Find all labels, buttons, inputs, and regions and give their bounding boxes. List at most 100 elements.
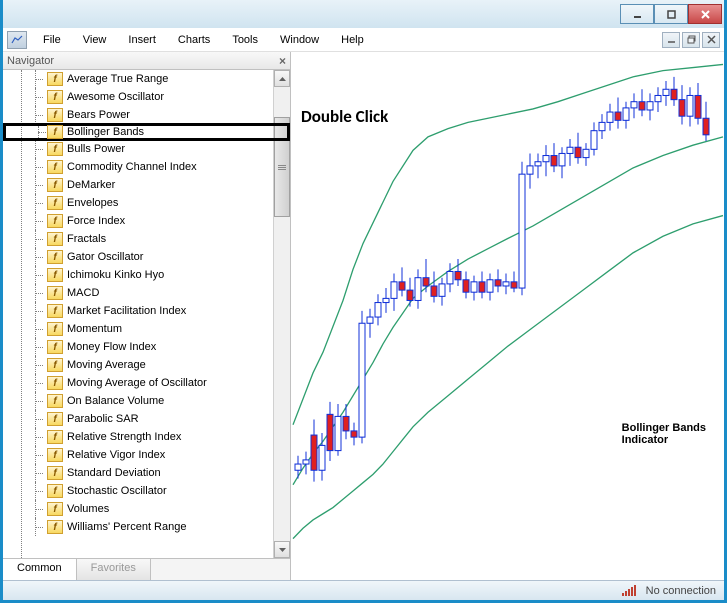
indicator-item[interactable]: fMoving Average bbox=[3, 356, 290, 374]
indicator-item[interactable]: fBollinger Bands bbox=[3, 123, 290, 141]
indicator-item[interactable]: f MACD bbox=[3, 284, 290, 302]
indicator-label: Momentum bbox=[67, 323, 122, 335]
function-icon: f bbox=[47, 142, 63, 156]
navigator-header: Navigator × bbox=[3, 52, 290, 70]
minimize-button[interactable] bbox=[620, 4, 654, 24]
menu-view[interactable]: View bbox=[73, 32, 117, 48]
menu-tools[interactable]: Tools bbox=[222, 32, 268, 48]
menu-insert[interactable]: Insert bbox=[118, 32, 166, 48]
indicator-label: Relative Strength Index bbox=[67, 431, 181, 443]
indicator-label: Moving Average of Oscillator bbox=[67, 377, 207, 389]
indicator-item[interactable]: fMarket Facilitation Index bbox=[3, 302, 290, 320]
navigator-close-button[interactable]: × bbox=[279, 54, 286, 68]
indicator-label: Money Flow Index bbox=[67, 341, 156, 353]
annotation-bollinger: Bollinger Bands Indicator bbox=[622, 422, 706, 446]
tab-favorites[interactable]: Favorites bbox=[77, 559, 151, 580]
indicator-item[interactable]: fFractals bbox=[3, 230, 290, 248]
indicator-label: Force Index bbox=[67, 215, 125, 227]
indicator-label: Relative Vigor Index bbox=[67, 449, 165, 461]
indicator-label: Parabolic SAR bbox=[67, 413, 139, 425]
function-icon: f bbox=[47, 286, 63, 300]
indicator-item[interactable]: fMoving Average of Oscillator bbox=[3, 374, 290, 392]
indicator-label: Volumes bbox=[67, 503, 109, 515]
content-area: Navigator × fAverage True RangefAwesome … bbox=[3, 52, 724, 580]
indicator-item[interactable]: f Williams' Percent Range bbox=[3, 518, 290, 536]
scrollbar[interactable] bbox=[273, 70, 290, 558]
function-icon: f bbox=[47, 108, 63, 122]
function-icon: f bbox=[47, 394, 63, 408]
indicator-label: DeMarker bbox=[67, 179, 115, 191]
function-icon: f bbox=[47, 520, 63, 534]
minimize-icon bbox=[632, 9, 643, 20]
indicator-item[interactable]: fCommodity Channel Index bbox=[3, 158, 290, 176]
indicator-label: Envelopes bbox=[67, 197, 118, 209]
close-button[interactable] bbox=[688, 4, 722, 24]
mdi-close-button[interactable] bbox=[702, 32, 720, 48]
indicator-label: Williams' Percent Range bbox=[67, 521, 186, 533]
indicator-label: Gator Oscillator bbox=[67, 251, 143, 263]
indicator-item[interactable]: f DeMarker bbox=[3, 176, 290, 194]
function-icon: f bbox=[47, 178, 63, 192]
indicator-item[interactable]: f Gator Oscillator bbox=[3, 248, 290, 266]
indicator-label: Market Facilitation Index bbox=[67, 305, 186, 317]
indicator-item[interactable]: fMomentum bbox=[3, 320, 290, 338]
tab-common[interactable]: Common bbox=[3, 559, 77, 580]
function-icon: f bbox=[47, 125, 63, 139]
indicator-item[interactable]: f Bears Power bbox=[3, 106, 290, 124]
indicator-item[interactable]: f Parabolic SAR bbox=[3, 410, 290, 428]
indicator-item[interactable]: f Relative Strength Index bbox=[3, 428, 290, 446]
indicator-label: On Balance Volume bbox=[67, 395, 164, 407]
indicator-label: Average True Range bbox=[67, 73, 168, 85]
function-icon: f bbox=[47, 430, 63, 444]
menubar: File View Insert Charts Tools Window Hel… bbox=[3, 28, 724, 52]
scroll-down-button[interactable] bbox=[274, 541, 290, 558]
chart-mini-icon bbox=[11, 35, 23, 45]
menu-help[interactable]: Help bbox=[331, 32, 374, 48]
indicator-item[interactable]: fForce Index bbox=[3, 212, 290, 230]
function-icon: f bbox=[47, 412, 63, 426]
navigator-tabs: Common Favorites bbox=[3, 558, 290, 580]
chart-canvas bbox=[291, 52, 724, 580]
titlebar bbox=[3, 0, 724, 28]
indicator-item[interactable]: fAwesome Oscillator bbox=[3, 88, 290, 106]
function-icon: f bbox=[47, 72, 63, 86]
indicator-item[interactable]: f On Balance Volume bbox=[3, 392, 290, 410]
connection-status: No connection bbox=[646, 585, 716, 597]
indicator-item[interactable]: f Stochastic Oscillator bbox=[3, 482, 290, 500]
indicator-label: Commodity Channel Index bbox=[67, 161, 197, 173]
menu-file[interactable]: File bbox=[33, 32, 71, 48]
indicator-label: Bears Power bbox=[67, 109, 130, 121]
indicator-item[interactable]: fEnvelopes bbox=[3, 194, 290, 212]
indicator-item[interactable]: f Volumes bbox=[3, 500, 290, 518]
menu-charts[interactable]: Charts bbox=[168, 32, 220, 48]
indicator-item[interactable]: f Average True Range bbox=[3, 70, 290, 88]
chart-area[interactable]: Double Click Bollinger Bands Indicator bbox=[291, 52, 724, 580]
function-icon: f bbox=[47, 466, 63, 480]
function-icon: f bbox=[47, 340, 63, 354]
scroll-track[interactable] bbox=[274, 87, 290, 541]
indicator-label: Standard Deviation bbox=[67, 467, 161, 479]
indicator-label: MACD bbox=[67, 287, 99, 299]
indicator-label: Stochastic Oscillator bbox=[67, 485, 167, 497]
statusbar: No connection bbox=[3, 580, 724, 600]
mdi-minimize-button[interactable] bbox=[662, 32, 680, 48]
function-icon: f bbox=[47, 250, 63, 264]
indicator-item[interactable]: fBulls Power bbox=[3, 140, 290, 158]
connection-bars-icon bbox=[622, 585, 636, 596]
indicator-item[interactable]: f Money Flow Index bbox=[3, 338, 290, 356]
menu-window[interactable]: Window bbox=[270, 32, 329, 48]
indicator-item[interactable]: fIchimoku Kinko Hyo bbox=[3, 266, 290, 284]
indicator-item[interactable]: f Standard Deviation bbox=[3, 464, 290, 482]
function-icon: f bbox=[47, 502, 63, 516]
indicator-item[interactable]: f Relative Vigor Index bbox=[3, 446, 290, 464]
close-icon bbox=[700, 9, 711, 20]
annotation-double-click: Double Click bbox=[301, 106, 388, 127]
indicator-label: Moving Average bbox=[67, 359, 146, 371]
scroll-up-button[interactable] bbox=[274, 70, 290, 87]
mdi-restore-button[interactable] bbox=[682, 32, 700, 48]
navigator-tree[interactable]: fAverage True RangefAwesome OscillatorfB… bbox=[3, 70, 290, 558]
function-icon: f bbox=[47, 448, 63, 462]
function-icon: f bbox=[47, 484, 63, 498]
maximize-button[interactable] bbox=[654, 4, 688, 24]
indicator-label: Awesome Oscillator bbox=[67, 91, 164, 103]
